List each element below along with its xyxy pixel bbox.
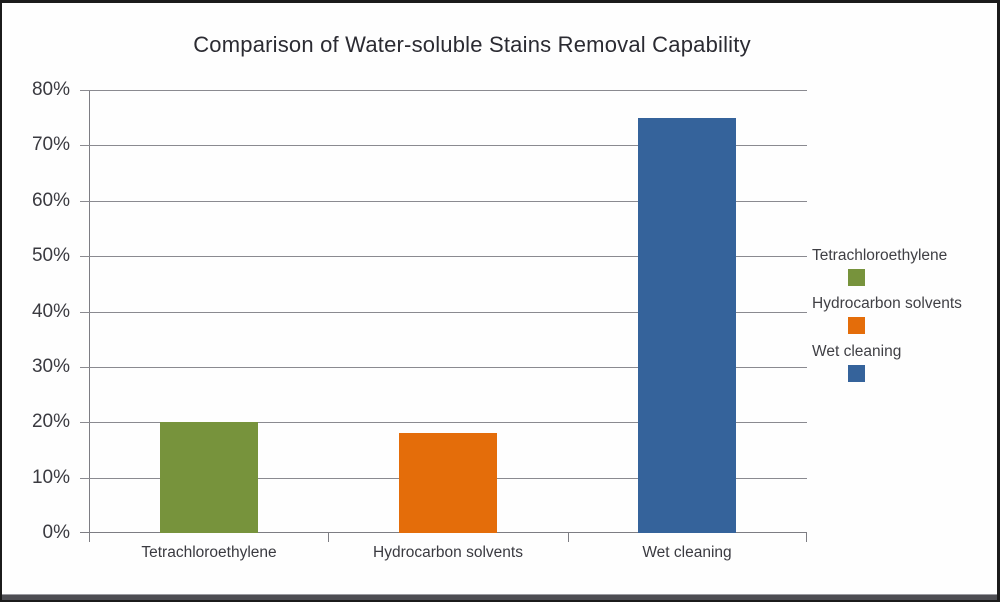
gridline bbox=[80, 90, 807, 91]
plot-area bbox=[80, 90, 807, 542]
legend-label: Tetrachloroethylene bbox=[812, 247, 948, 264]
gridline bbox=[80, 311, 807, 313]
x-category-label: Wet cleaning bbox=[642, 544, 732, 561]
x-axis-tick bbox=[328, 533, 329, 542]
x-axis-tick bbox=[568, 533, 569, 542]
gridline bbox=[80, 366, 807, 368]
x-category-label: Hydrocarbon solvents bbox=[373, 544, 523, 561]
chart-title: Comparison of Water-soluble Stains Remov… bbox=[193, 32, 751, 57]
legend-label: Hydrocarbon solvents bbox=[812, 295, 962, 312]
legend-entry: Tetrachloroethylene bbox=[812, 246, 997, 294]
y-tick-label: 60% bbox=[31, 189, 70, 211]
x-axis-tick bbox=[806, 533, 807, 542]
y-tick-label: 50% bbox=[31, 245, 70, 267]
gridline bbox=[80, 200, 807, 202]
legend-label: Wet cleaning bbox=[812, 343, 902, 360]
gridline bbox=[80, 422, 807, 424]
y-tick-label: 40% bbox=[31, 300, 70, 322]
y-tick-label: 0% bbox=[42, 522, 70, 543]
legend-swatch bbox=[848, 269, 865, 286]
legend-entry: Hydrocarbon solvents bbox=[812, 294, 997, 342]
legend-entry: Wet cleaning bbox=[812, 342, 997, 390]
y-axis-line bbox=[89, 90, 90, 542]
y-tick-label: 80% bbox=[31, 79, 70, 100]
y-tick-label: 20% bbox=[31, 411, 70, 433]
x-axis-tick bbox=[89, 533, 90, 542]
bar-wet-cleaning bbox=[638, 118, 736, 533]
legend-swatch bbox=[848, 317, 865, 334]
legend: Tetrachloroethylene Hydrocarbon solvents W… bbox=[812, 246, 997, 390]
bottom-strip bbox=[2, 594, 997, 600]
bar-hydrocarbon-solvents bbox=[399, 433, 497, 533]
y-tick-label: 70% bbox=[31, 134, 70, 156]
gridline bbox=[80, 145, 807, 147]
y-tick-label: 30% bbox=[31, 355, 70, 377]
bar-tetrachloroethylene bbox=[160, 422, 258, 533]
gridline bbox=[80, 256, 807, 258]
y-tick-label: 10% bbox=[31, 466, 70, 488]
legend-swatch bbox=[848, 365, 865, 382]
x-category-label: Tetrachloroethylene bbox=[141, 544, 277, 561]
